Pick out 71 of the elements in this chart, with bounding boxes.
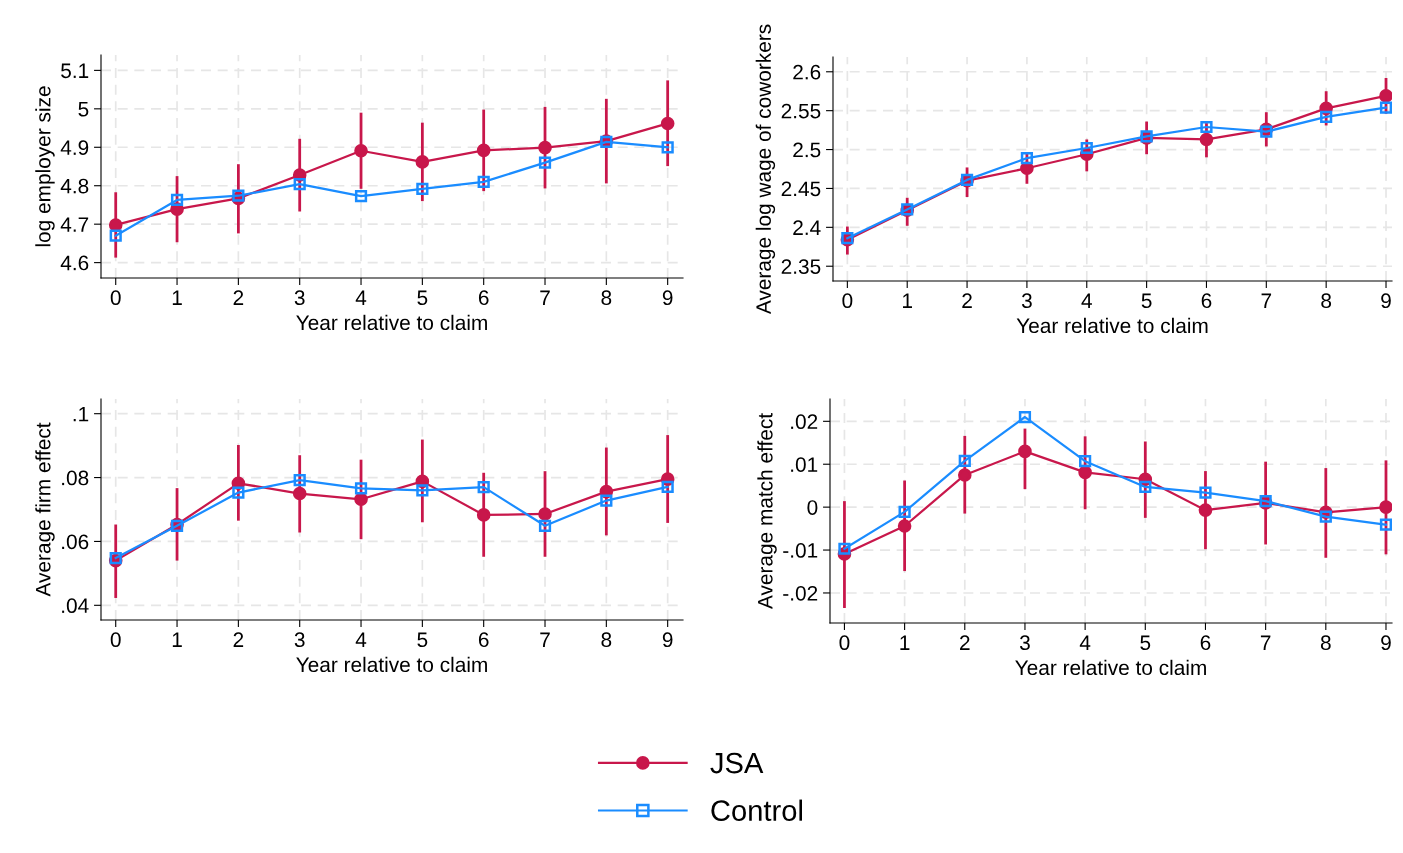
x-tick-label: 3: [294, 290, 305, 306]
y-axis-title: Average firm effect: [35, 422, 55, 597]
legend-label: Control: [711, 799, 802, 821]
x-tick-label: 7: [1260, 635, 1271, 650]
x-tick-label: 2: [233, 632, 244, 647]
x-tick-label: 3: [1021, 293, 1032, 309]
x-tick-label: 1: [903, 293, 912, 308]
x-tick-label: 9: [1381, 293, 1391, 309]
x-tick-label: 3: [1019, 635, 1030, 651]
x-tick-label: 9: [662, 290, 673, 306]
x-tick-label: 8: [1321, 293, 1332, 309]
x-tick-label: 5: [1140, 635, 1151, 651]
x-axis-title: Year relative to claim: [1015, 659, 1206, 676]
y-tick-label: -.01: [783, 543, 818, 558]
y-tick-label: 2.6: [793, 64, 821, 80]
x-tick-label: 1: [172, 290, 182, 305]
y-tick-label: 2.45: [781, 181, 821, 197]
y-tick-label: 2.4: [793, 220, 821, 235]
x-tick-label: 7: [1261, 293, 1272, 308]
x-tick-label: 1: [900, 635, 910, 650]
x-tick-label: 4: [355, 632, 367, 647]
x-tick-label: 5: [417, 290, 428, 306]
y-tick-label: -.02: [783, 585, 818, 601]
x-axis-title: Year relative to claim: [296, 656, 487, 673]
y-tick-label: 4.7: [60, 217, 89, 232]
y-axis-title: Average log wage of coworkers: [755, 24, 776, 315]
y-tick-label: 5: [78, 102, 89, 117]
x-tick-label: 1: [172, 632, 182, 647]
x-tick-label: 2: [962, 293, 972, 308]
x-tick-label: 2: [960, 635, 970, 650]
x-tick-label: 6: [1200, 635, 1211, 651]
y-tick-label: 5.1: [61, 63, 89, 79]
y-tick-label: .01: [791, 457, 818, 472]
y-tick-label: 2.55: [781, 103, 821, 119]
y-tick-label: 2.35: [781, 259, 821, 274]
y-tick-label: 4.9: [60, 140, 89, 156]
y-tick-label: .1: [73, 406, 89, 422]
y-tick-label: .04: [62, 598, 89, 614]
x-tick-label: 0: [110, 290, 121, 306]
y-axis-title: Average match effect: [757, 413, 777, 610]
x-tick-label: 0: [110, 632, 121, 648]
x-tick-label: 9: [662, 632, 673, 648]
x-tick-label: 8: [601, 632, 612, 648]
legend-label: JSA: [710, 752, 764, 774]
x-tick-label: 0: [839, 635, 850, 651]
y-axis-title: log employer size: [35, 86, 55, 247]
x-axis-title: Year relative to claim: [1016, 317, 1208, 334]
y-tick-label: 2.5: [793, 142, 821, 158]
x-tick-label: 4: [1081, 293, 1092, 308]
x-tick-label: 4: [355, 290, 367, 305]
x-tick-label: 2: [233, 290, 244, 305]
x-tick-label: 6: [478, 290, 489, 306]
x-tick-label: 4: [1079, 635, 1091, 650]
x-tick-label: 6: [1201, 293, 1212, 309]
y-tick-label: 4.8: [60, 178, 89, 194]
x-tick-label: 0: [842, 293, 853, 309]
x-tick-label: 5: [417, 632, 428, 648]
y-tick-label: .06: [62, 534, 89, 550]
x-tick-label: 8: [1320, 635, 1331, 651]
y-tick-label: .02: [791, 414, 818, 430]
y-tick-label: 0: [807, 500, 818, 515]
x-tick-label: 6: [478, 632, 489, 648]
x-tick-label: 8: [601, 290, 612, 306]
x-axis-title: Year relative to claim: [296, 314, 487, 331]
x-tick-label: 3: [294, 632, 305, 648]
x-tick-label: 9: [1381, 635, 1391, 651]
x-tick-label: 7: [540, 290, 550, 305]
x-tick-label: 7: [540, 632, 550, 647]
y-tick-label: 4.6: [60, 255, 89, 271]
x-tick-label: 5: [1141, 293, 1152, 309]
y-tick-label: .08: [62, 470, 89, 486]
